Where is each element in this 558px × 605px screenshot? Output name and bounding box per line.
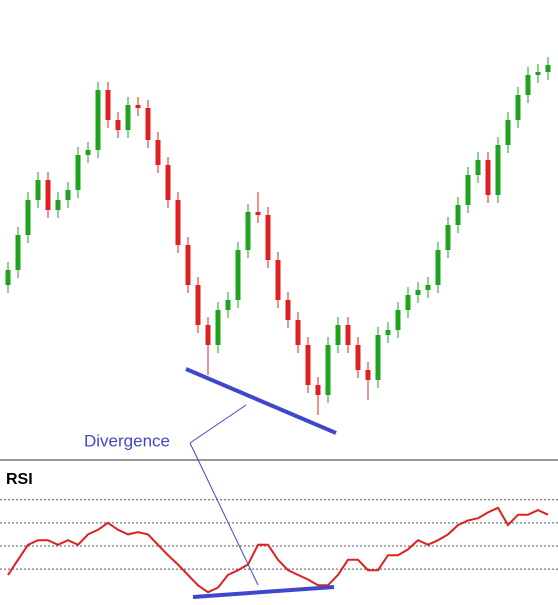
candle-body xyxy=(235,250,241,300)
candle-body xyxy=(415,290,421,295)
candle-body xyxy=(45,180,51,210)
candle-body xyxy=(245,212,251,250)
candle-body xyxy=(175,200,181,245)
candle-body xyxy=(35,180,41,200)
candle-body xyxy=(215,310,221,345)
candle-body xyxy=(155,140,161,165)
candle-body xyxy=(445,225,451,250)
candle-body xyxy=(315,385,321,395)
candle-body xyxy=(525,75,531,95)
candle-body xyxy=(365,370,371,380)
candle-body xyxy=(115,120,121,130)
candle-body xyxy=(425,285,431,290)
candle-body xyxy=(475,160,481,175)
candle-body xyxy=(265,215,271,260)
candle-body xyxy=(85,150,91,155)
rsi-line xyxy=(7,506,549,594)
candle-body xyxy=(285,300,291,320)
candle-body xyxy=(95,90,101,150)
candle-body xyxy=(305,345,311,385)
candle-body xyxy=(495,145,501,195)
annotation: Divergence xyxy=(84,431,170,450)
candle-body xyxy=(205,325,211,345)
candle-body xyxy=(395,310,401,330)
candle-body xyxy=(465,175,471,205)
candle-body xyxy=(345,325,351,345)
candle-body xyxy=(535,72,541,75)
price-trendline xyxy=(185,367,337,435)
candle-body xyxy=(65,190,71,200)
candle-body xyxy=(325,345,331,395)
candle-body xyxy=(135,105,141,108)
rsi-panel xyxy=(0,499,558,594)
candle-body xyxy=(105,90,111,120)
candle-body xyxy=(335,325,341,345)
candle-body xyxy=(355,345,361,370)
candle-body xyxy=(145,108,151,140)
candle-body xyxy=(385,330,391,335)
candle-body xyxy=(545,65,551,72)
candle-body xyxy=(195,285,201,325)
candle-body xyxy=(275,260,281,300)
candle-body xyxy=(5,270,11,285)
candle-body xyxy=(485,160,491,195)
candle-body xyxy=(25,200,31,235)
callout-line xyxy=(189,404,247,444)
candle-body xyxy=(455,205,461,225)
candle-body xyxy=(515,95,521,120)
candle-body xyxy=(185,245,191,285)
candle-body xyxy=(15,235,21,270)
candle-body xyxy=(225,300,231,310)
candle-body xyxy=(295,320,301,345)
candle-body xyxy=(375,335,381,380)
candle-body xyxy=(435,250,441,285)
candle-body xyxy=(55,200,61,210)
price-panel xyxy=(5,57,551,415)
candle-body xyxy=(165,165,171,200)
candle-body xyxy=(75,155,81,190)
candle-body xyxy=(255,212,261,215)
callout-line xyxy=(189,442,259,586)
candle-body xyxy=(405,295,411,310)
candle-body xyxy=(125,105,131,130)
candle-body xyxy=(505,120,511,145)
rsi-trendline xyxy=(192,585,335,599)
panel-title: RSI xyxy=(6,471,33,488)
